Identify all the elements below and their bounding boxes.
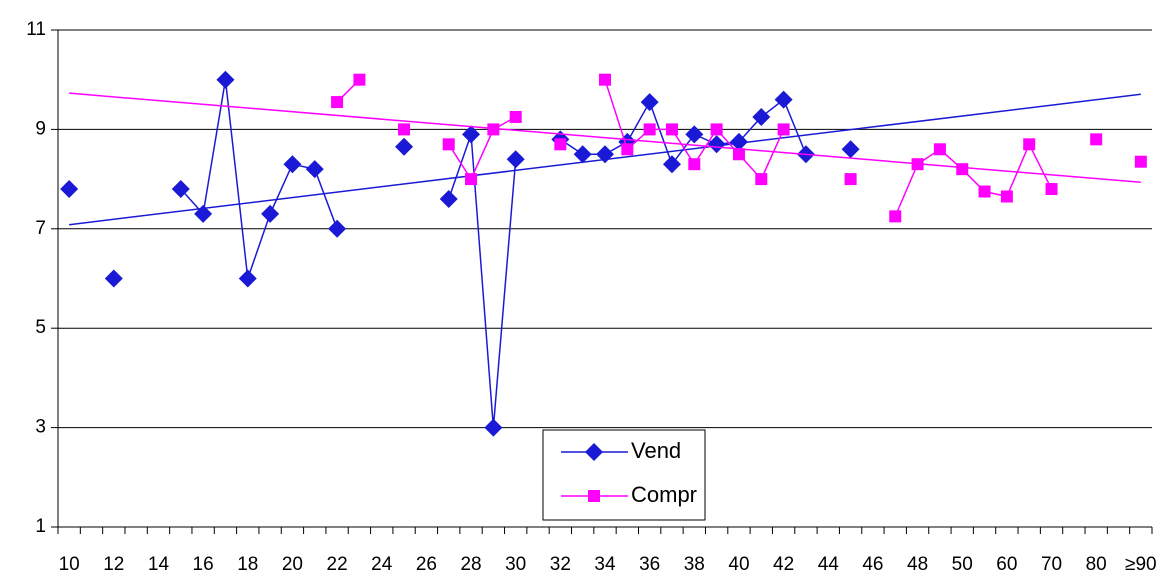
legend-box <box>542 429 706 521</box>
marker <box>171 180 190 199</box>
marker <box>1090 133 1103 146</box>
marker <box>844 173 857 186</box>
x-tick-label: 38 <box>684 554 705 575</box>
legend-label: Vend <box>631 438 681 463</box>
marker <box>662 155 681 174</box>
x-tick-label: 20 <box>282 554 303 575</box>
marker <box>509 110 522 123</box>
x-tick-label: 10 <box>59 554 80 575</box>
x-tick-label: 24 <box>371 554 393 575</box>
x-tick-label: 22 <box>327 554 348 575</box>
x-tick-label: 60 <box>996 554 1017 575</box>
x-tick-label: 28 <box>460 554 481 575</box>
marker <box>978 185 991 198</box>
x-tick-label: 48 <box>907 554 928 575</box>
marker <box>439 189 458 208</box>
marker <box>596 145 614 164</box>
marker <box>933 143 946 156</box>
x-tick-label: 50 <box>952 554 973 575</box>
marker <box>729 132 748 151</box>
marker <box>216 70 235 89</box>
marker <box>710 123 723 136</box>
marker <box>506 150 525 169</box>
x-tick-label: 44 <box>818 554 840 575</box>
marker <box>395 137 414 156</box>
marker <box>60 180 79 199</box>
marker <box>462 125 481 144</box>
marker <box>643 123 656 136</box>
x-tick-label: 26 <box>416 554 437 575</box>
marker <box>732 148 745 161</box>
trendline <box>69 92 1141 184</box>
x-tick-label: 40 <box>728 554 749 575</box>
y-tick-label: 11 <box>26 19 46 40</box>
marker <box>353 73 366 86</box>
marker <box>194 204 213 223</box>
marker <box>1045 183 1058 196</box>
y-tick-label: 5 <box>35 317 46 338</box>
marker <box>640 93 659 112</box>
x-tick-label: 36 <box>639 554 660 575</box>
marker <box>688 158 701 171</box>
marker <box>685 125 704 144</box>
marker <box>283 155 302 174</box>
y-tick-label: 9 <box>35 118 46 139</box>
x-tick-label: 34 <box>594 554 616 575</box>
marker <box>305 160 324 179</box>
marker <box>442 138 455 151</box>
marker <box>774 90 793 109</box>
marker <box>621 143 634 156</box>
legend-label: Compr <box>631 482 697 507</box>
marker <box>841 140 860 159</box>
marker <box>487 123 500 136</box>
marker <box>484 418 503 437</box>
marker <box>752 107 771 126</box>
marker <box>599 73 611 86</box>
y-tick-label: 7 <box>35 218 46 239</box>
x-tick-label: 30 <box>505 554 526 575</box>
marker <box>573 145 592 164</box>
marker <box>585 443 603 461</box>
x-tick-label: 46 <box>862 554 883 575</box>
marker <box>1023 138 1036 151</box>
marker <box>398 123 411 136</box>
marker <box>554 138 567 151</box>
marker <box>889 210 902 223</box>
x-tick-label: 16 <box>193 554 214 575</box>
marker <box>777 123 790 136</box>
marker <box>238 269 257 288</box>
x-tick-label: 42 <box>773 554 794 575</box>
x-tick-label: 32 <box>550 554 571 575</box>
marker <box>665 123 678 136</box>
x-tick-label: 12 <box>103 554 124 575</box>
marker <box>956 163 969 176</box>
marker <box>911 158 924 171</box>
y-tick-label: 3 <box>35 417 46 438</box>
marker <box>1000 190 1013 203</box>
marker <box>104 269 123 288</box>
x-tick-label: ≥90 <box>1125 554 1157 575</box>
marker <box>588 490 600 502</box>
marker <box>755 173 768 186</box>
x-tick-label: 18 <box>237 554 258 575</box>
x-tick-label: 70 <box>1041 554 1062 575</box>
series-line <box>181 80 851 428</box>
x-tick-label: 14 <box>148 554 170 575</box>
marker <box>261 204 280 223</box>
marker <box>328 219 347 238</box>
marker <box>707 135 726 154</box>
marker <box>331 96 344 109</box>
x-tick-label: 80 <box>1086 554 1107 575</box>
marker <box>465 173 478 186</box>
marker <box>1134 155 1147 168</box>
y-tick-label: 1 <box>35 516 46 537</box>
